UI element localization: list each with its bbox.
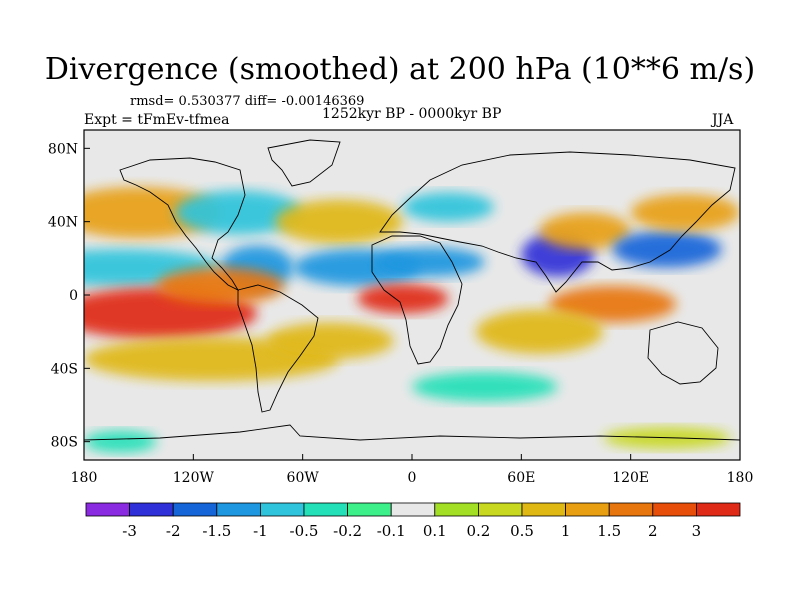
coast-greenland: [267, 139, 341, 187]
colorbar-swatch: [434, 502, 479, 517]
coast-antarctica: [84, 424, 740, 441]
period-label: 1252kyr BP - 0000kyr BP: [322, 106, 502, 122]
field-region: [402, 192, 495, 222]
field-region: [630, 194, 740, 231]
colorbar-swatch: [608, 502, 654, 517]
colorbar-label: 0.5: [510, 522, 534, 540]
colorbar-swatch: [347, 502, 392, 517]
field-region: [156, 267, 285, 305]
colorbar-label: -0.1: [377, 522, 406, 540]
colorbar-label: -2: [166, 522, 181, 540]
lat-tick-label: 40S: [51, 361, 78, 377]
latitude-axis: 80N 40N 0 40S 80S: [48, 141, 90, 451]
colorbar-label: 3: [692, 522, 702, 540]
lon-tick-label: 0: [408, 470, 417, 486]
field-region: [357, 284, 449, 314]
colorbar-label: -0.2: [333, 522, 362, 540]
colorbar-label: 1: [561, 522, 571, 540]
colorbar-label: -1.5: [202, 522, 231, 540]
colorbar-swatch: [259, 502, 305, 517]
colorbar-swatch: [85, 502, 130, 517]
coast-north-america: [119, 157, 246, 292]
colorbar-label: 2: [648, 522, 658, 540]
colorbar-swatch: [390, 502, 436, 517]
coastlines: [84, 139, 740, 441]
coast-south-america: [237, 284, 319, 413]
colorbar-label: -1: [253, 522, 268, 540]
field-region: [612, 230, 722, 268]
colorbar-label: -0.5: [290, 522, 319, 540]
plot-title: Divergence (smoothed) at 200 hPa (10**6 …: [44, 52, 756, 87]
colorbar-swatch: [652, 502, 697, 517]
coast-australia: [647, 321, 719, 385]
colorbar-swatch: [172, 502, 218, 517]
field-region: [275, 199, 403, 244]
lon-tick-label: 120E: [612, 470, 649, 486]
lat-tick-label: 80N: [48, 141, 78, 157]
colorbar-swatch: [129, 502, 174, 517]
longitude-axis: 180 120W 60W 0 60E 120E 180: [71, 454, 754, 486]
lon-tick-label: 180: [727, 470, 754, 486]
colorbar: -3 -2 -1.5 -1 -0.5 -0.2 -0.1 0.1 0.2 0.5 1 1.5 2 3: [85, 502, 741, 540]
colorbar-swatch: [696, 502, 741, 517]
colorbar-label: 1.5: [597, 522, 621, 540]
field-region: [539, 212, 631, 250]
coast-eurasia: [379, 151, 736, 293]
lon-tick-label: 60E: [507, 470, 535, 486]
lat-tick-label: 80S: [51, 435, 78, 451]
coast-africa: [371, 235, 463, 365]
colorbar-swatch: [477, 502, 523, 517]
stats-line: rmsd= 0.530377 diff= -0.00146369: [130, 94, 365, 109]
season-label: JJA: [712, 112, 734, 128]
field-region: [266, 322, 394, 360]
lat-tick-label: 0: [69, 288, 78, 304]
lon-tick-label: 60W: [287, 470, 320, 486]
field-region: [475, 309, 604, 354]
field-region: [412, 372, 558, 402]
colorbar-swatch: [521, 502, 566, 517]
colorbar-swatch: [216, 502, 261, 517]
lat-tick-label: 40N: [48, 215, 78, 231]
colorbar-label: 0.2: [466, 522, 490, 540]
lon-tick-label: 120W: [173, 470, 215, 486]
field-region: [84, 430, 157, 453]
field-region: [84, 186, 221, 239]
colorbar-swatch: [565, 502, 610, 517]
field-region: [548, 285, 677, 323]
experiment-label: Expt = tFmEv-tfmea: [84, 112, 230, 128]
field-region: [375, 247, 485, 277]
colorbar-label: 0.1: [423, 522, 447, 540]
colorbar-label: -3: [122, 522, 137, 540]
colorbar-swatch: [303, 502, 348, 517]
lon-tick-label: 180: [71, 470, 98, 486]
